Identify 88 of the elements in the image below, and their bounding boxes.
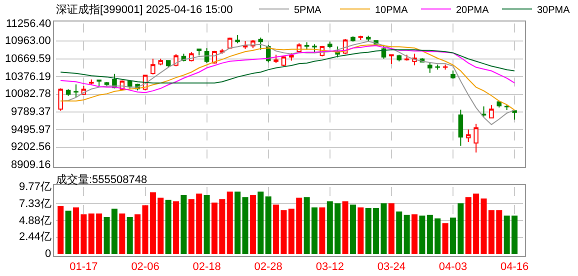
x-tick-label: 04-16 [500,261,529,274]
candlestick [458,109,464,146]
bar [396,211,402,254]
bar [234,192,241,254]
candlestick [104,82,110,88]
bar [58,206,64,254]
x-tick-label: 03-12 [316,261,344,274]
candlestick [281,56,286,67]
bar [165,200,172,254]
y-tick-label: 10669.59 [5,53,51,65]
y-tick-label: 11256.40 [6,18,52,30]
candlestick [150,58,156,76]
bar [226,192,233,254]
candlestick [258,37,264,50]
bar [242,197,248,254]
candlestick [158,58,164,66]
candlestick [196,48,202,56]
bar [258,192,264,254]
y-tick-label: 2.44亿 [19,231,52,243]
y-tick-label: 10963.00 [5,35,51,47]
candlestick [235,34,240,44]
bar [319,207,326,254]
bar [419,216,426,254]
x-tick-label: 03-24 [377,261,406,274]
bar [442,223,448,254]
line-series [60,49,516,84]
candlestick [504,104,510,111]
bar [126,216,133,254]
y-tick-label: 9.77亿 [19,181,52,193]
candlestick [474,123,478,154]
chart-title: 深证成指[399001] 2025-04-16 15:00 [56,2,233,16]
y-tick-label: 7.33亿 [19,198,52,210]
bar [358,207,364,254]
candlestick [96,80,102,87]
x-tick-label: 04-03 [438,261,468,274]
bar [173,201,180,254]
candlestick [166,60,171,68]
bar [65,210,72,254]
candlestick [366,35,371,42]
y-tick-label: 10376.19 [5,71,51,83]
y-tick-label: 10082.78 [5,88,51,100]
candlestick [389,54,394,64]
candlestick [466,129,471,142]
legend-label: 20PMA [456,4,490,16]
x-tick-label: 02-28 [254,261,282,274]
y-tick-label: 8909.16 [11,159,51,171]
legend-label: 5PMA [294,4,322,16]
y-tick-label: 4.88亿 [19,215,52,227]
candlestick [274,54,278,64]
candlestick [481,106,486,118]
candlestick [428,61,432,74]
candlestick [435,64,440,70]
line-series [60,45,516,94]
legend-label: 10PMA [375,4,408,16]
bar [350,204,356,254]
bar [412,214,418,254]
candlestick [450,70,456,80]
y-tick-label: 9789.37 [11,106,51,118]
x-tick-label: 02-18 [192,261,221,274]
bar [204,195,210,254]
line-series [60,44,516,111]
bar [404,214,410,254]
candlestick [328,41,332,49]
candlestick [512,110,517,120]
y-tick-label: 9202.56 [11,141,51,153]
candlestick [304,42,310,50]
candlestick [58,88,63,112]
x-tick-label: 01-17 [70,261,98,274]
candlestick [350,36,356,42]
bar [265,196,272,254]
y-tick-label: 9495.97 [11,124,51,136]
candlestick [89,78,94,85]
y-tick-label: 0 [45,248,52,260]
candlestick [489,104,494,118]
candlestick [289,52,294,62]
candlestick [358,35,364,40]
bar [380,203,387,254]
candlestick [227,37,232,49]
candlestick [312,44,317,54]
legend-label: 30PMA [537,4,570,16]
bar [342,201,348,254]
bar [388,203,394,254]
bar [180,195,187,254]
candlestick [74,84,78,98]
bar [119,214,126,254]
x-tick-label: 02-06 [131,261,160,274]
chart-title: 成交量:555508748 [56,172,148,186]
bar [250,195,256,254]
